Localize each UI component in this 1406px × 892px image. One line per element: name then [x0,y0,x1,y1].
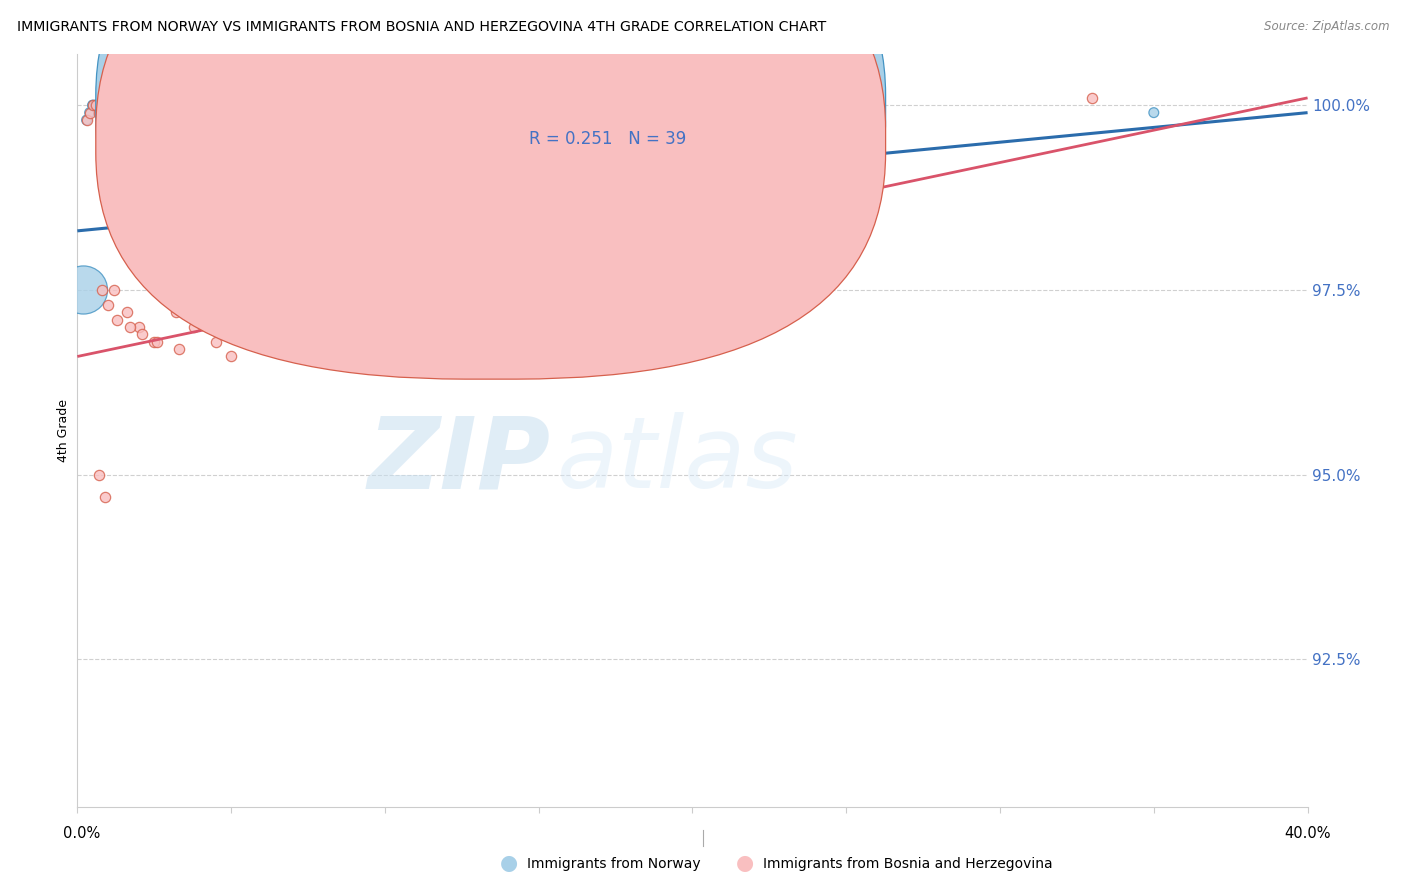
Point [143,334,166,349]
Point [128,246,150,260]
Point [167,342,190,356]
Point [152,290,174,304]
Point [84,98,107,112]
Point [121,217,143,231]
Point [90,283,114,297]
Point [112,165,135,179]
Point [146,334,169,349]
Point [214,238,236,252]
Y-axis label: 4th Grade: 4th Grade [58,399,70,462]
Point [90,113,114,128]
Point [94,120,117,135]
Point [82,98,104,112]
Point [131,202,153,216]
Point [121,194,143,209]
Point [134,260,156,275]
Text: 40.0%: 40.0% [1284,827,1331,841]
Point [103,150,125,164]
Point [94,490,117,504]
Point [87,98,110,112]
Point [105,157,128,171]
Point [87,467,110,482]
Point [105,157,128,171]
Point [84,98,107,112]
Point [90,113,114,128]
Point [94,113,117,128]
FancyBboxPatch shape [96,0,886,379]
Point [84,98,107,112]
Text: atlas: atlas [557,412,799,509]
Point [1081,91,1104,105]
Text: ZIP: ZIP [368,412,551,509]
Point [165,305,187,319]
Point [1143,105,1166,120]
Text: Source: ZipAtlas.com: Source: ZipAtlas.com [1264,20,1389,33]
Text: R = 0.251   N = 39: R = 0.251 N = 39 [529,130,686,148]
Point [82,98,104,112]
Point [131,327,153,342]
Point [115,179,138,194]
Point [82,98,104,112]
Point [103,283,125,297]
Text: Immigrants from Bosnia and Herzegovina: Immigrants from Bosnia and Herzegovina [763,857,1053,871]
Point [97,298,120,312]
Point [79,105,101,120]
Point [76,113,98,128]
FancyBboxPatch shape [96,0,886,345]
Point [112,172,135,186]
Point [90,105,114,120]
Point [100,128,122,142]
Point [183,320,205,334]
Text: R = 0.374   N = 29: R = 0.374 N = 29 [529,95,686,114]
Point [87,105,110,120]
Point [97,120,120,135]
Point [159,224,181,238]
Point [87,105,110,120]
FancyBboxPatch shape [447,81,821,176]
Text: ●: ● [737,853,754,872]
Point [128,320,150,334]
Point [100,135,122,149]
Point [835,128,858,142]
Point [219,350,242,364]
Text: 0.0%: 0.0% [63,827,100,841]
Point [143,276,166,290]
Point [204,334,226,349]
Point [84,98,107,112]
Point [118,202,141,216]
Point [143,209,166,223]
Point [125,231,148,245]
Point [105,312,128,326]
Point [72,283,94,297]
Point [115,305,138,319]
Text: Immigrants from Norway: Immigrants from Norway [527,857,700,871]
Point [115,186,138,201]
Point [97,128,120,142]
Text: IMMIGRANTS FROM NORWAY VS IMMIGRANTS FROM BOSNIA AND HERZEGOVINA 4TH GRADE CORRE: IMMIGRANTS FROM NORWAY VS IMMIGRANTS FRO… [17,20,827,34]
Text: ●: ● [501,853,517,872]
Point [76,113,98,128]
Point [94,120,117,135]
Point [118,320,141,334]
Point [620,150,643,164]
Point [87,98,110,112]
Point [110,165,132,179]
Point [79,105,101,120]
Point [103,143,125,157]
